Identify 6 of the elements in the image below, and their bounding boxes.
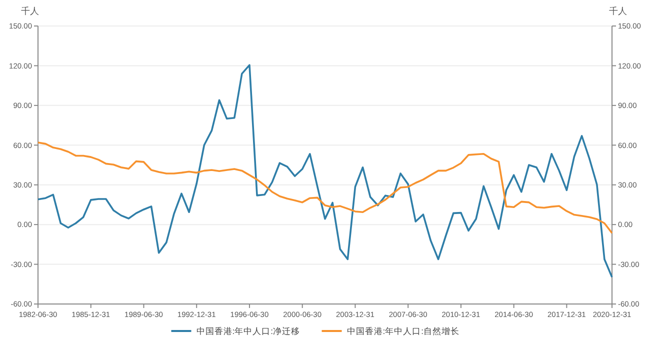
legend-label: 中国香港:年中人口:净迁移 xyxy=(196,326,300,336)
y2-axis-title: 千人 xyxy=(609,6,627,16)
line-series xyxy=(37,64,613,278)
legend-label: 中国香港:年中人口:自然增长 xyxy=(346,326,460,336)
line-series xyxy=(37,142,613,234)
y-axis-title: 千人 xyxy=(21,6,39,16)
